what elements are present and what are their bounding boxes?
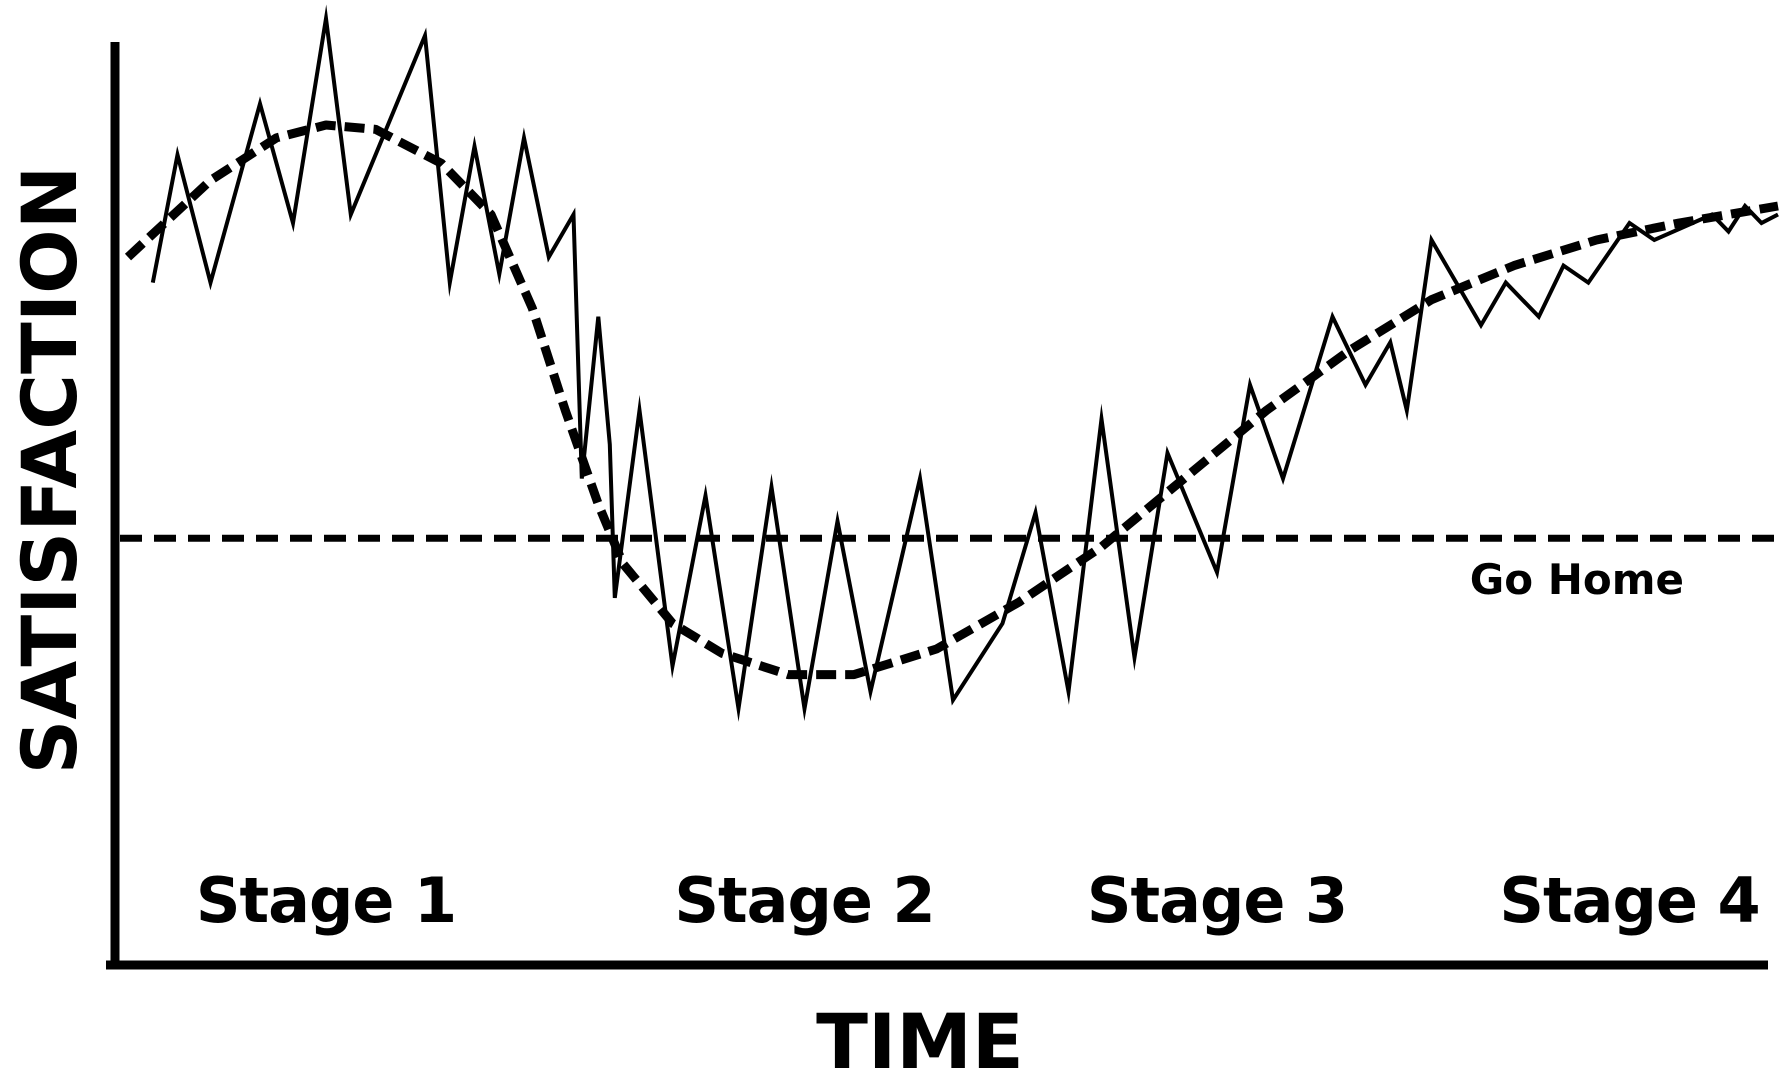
plot-area: [120, 4, 1779, 722]
trend-curve: [124, 120, 1779, 680]
y-axis-title: SATISFACTION: [5, 166, 94, 775]
axes: [106, 42, 1768, 970]
stage-label-2: Stage 2: [674, 864, 934, 937]
stage-label-1: Stage 1: [196, 864, 456, 937]
stage-label-3: Stage 3: [1087, 864, 1347, 937]
stage-label-4: Stage 4: [1499, 864, 1759, 937]
go-home-label: Go Home: [1470, 555, 1684, 604]
x-axis-title: TIME: [816, 997, 1024, 1077]
satisfaction-zigzag-line: [150, 4, 1779, 722]
annotation-labels: Go Home Stage 1 Stage 2 Stage 3 Stage 4: [196, 555, 1761, 937]
